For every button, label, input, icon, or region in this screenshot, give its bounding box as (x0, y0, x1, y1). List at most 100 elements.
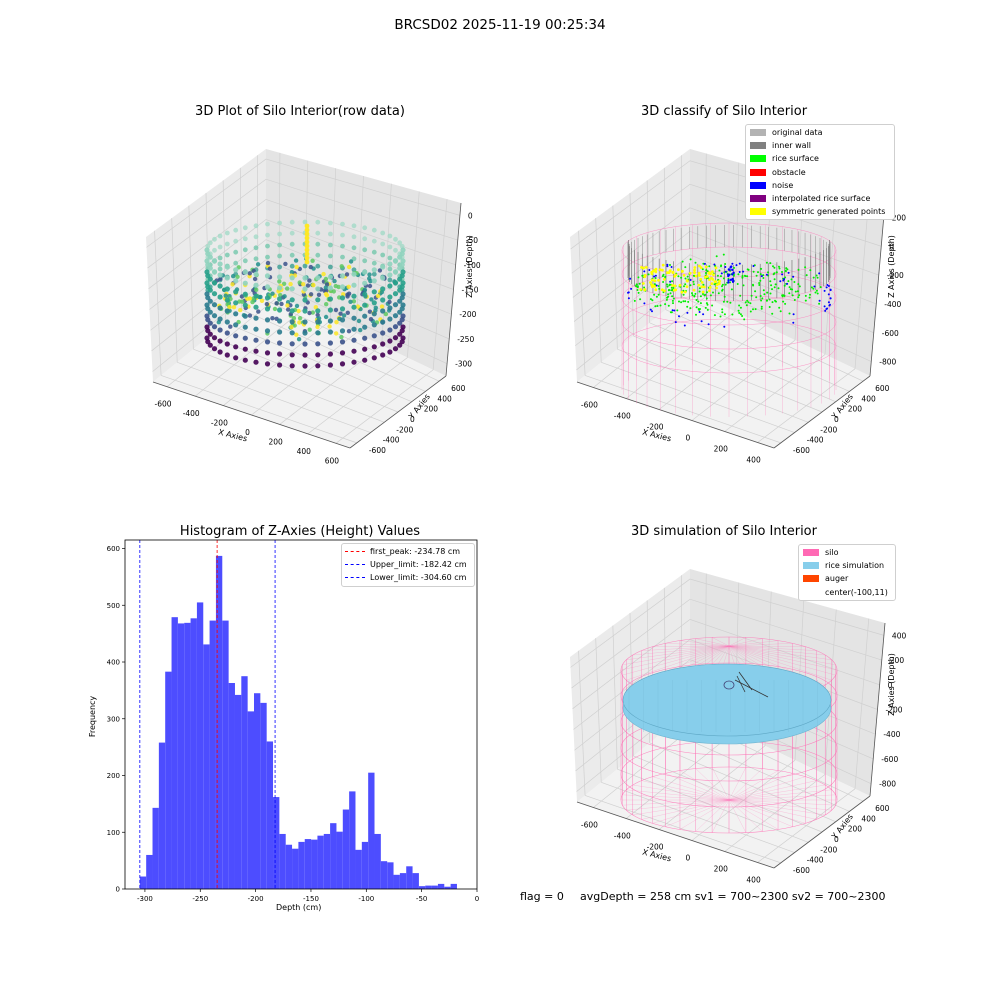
symmetric-point (693, 266, 697, 269)
legend-item: Lower_limit: -304.60 cm (342, 571, 474, 584)
data-point (363, 283, 369, 288)
grid-line (575, 679, 874, 772)
data-point (285, 300, 291, 305)
noise-point (670, 266, 673, 268)
silo-wire (728, 645, 836, 666)
data-point (371, 271, 377, 277)
symmetric-point (683, 290, 687, 294)
grid-line (194, 308, 305, 397)
rice-surface-point (661, 275, 664, 278)
data-point (302, 352, 308, 358)
data-point (379, 290, 384, 295)
z-tick-label: -400 (884, 300, 901, 309)
data-point (313, 305, 318, 310)
data-point (305, 300, 310, 305)
noise-point (828, 304, 831, 307)
silo-wire (632, 784, 730, 801)
data-point (358, 327, 363, 333)
grid-line (193, 348, 385, 423)
data-point (285, 286, 290, 291)
rice-surface-point (762, 277, 765, 279)
rice-surface-point (722, 300, 725, 303)
data-point (289, 230, 295, 236)
symmetric-point (702, 285, 706, 289)
data-point (351, 359, 357, 365)
silo-wire (728, 645, 838, 671)
data-point (307, 278, 312, 283)
data-point (211, 258, 218, 264)
silo-wire (728, 645, 836, 676)
x-axis-line (576, 381, 775, 449)
data-point (362, 335, 368, 341)
legend-swatch (803, 549, 819, 557)
rice-surface-point (712, 291, 714, 294)
data-point (326, 297, 331, 302)
data-point (223, 296, 228, 301)
rice-surface-point (775, 300, 777, 303)
grid-line (432, 199, 448, 370)
data-point (267, 266, 273, 271)
silo-wire (728, 799, 826, 816)
data-point (387, 294, 393, 300)
rice-surface-point (689, 284, 692, 287)
legend-label: original data (772, 128, 823, 138)
legend-item: first_peak: -234.78 cm (342, 545, 474, 558)
data-point (364, 303, 369, 308)
grid-line (724, 774, 826, 852)
data-point (327, 329, 333, 335)
rice-surface-point (643, 274, 646, 277)
y-tick-label: -600 (793, 446, 810, 455)
data-point (277, 253, 282, 259)
silo-wire (620, 645, 730, 671)
data-point (289, 352, 295, 358)
grid-line (571, 598, 882, 689)
data-point (243, 282, 248, 288)
grid-line (593, 296, 706, 388)
rice-surface-point (773, 286, 776, 289)
data-point (205, 276, 211, 282)
data-point (302, 275, 308, 281)
silo-wire (728, 799, 747, 833)
x-tick-label: -100 (358, 895, 374, 903)
legend-swatch (803, 575, 819, 583)
symmetric-point (692, 288, 696, 292)
rice-surface-point (636, 285, 639, 288)
data-point (277, 220, 282, 226)
data-point (383, 311, 389, 317)
grid-line (257, 296, 440, 382)
data-point (362, 269, 368, 275)
rice-surface-point (754, 290, 757, 293)
silo-wire (728, 643, 793, 647)
data-point (207, 284, 213, 290)
data-point (233, 311, 239, 317)
rice-surface-point (698, 308, 701, 311)
silo-wire (728, 789, 832, 801)
histogram-bar (228, 683, 235, 889)
rice-surface-point (809, 269, 812, 272)
rice-simulation (622, 663, 832, 737)
data-point (333, 307, 339, 313)
noise-point (627, 291, 630, 294)
symmetric-point (668, 269, 672, 273)
data-point (225, 310, 230, 315)
data-point (367, 283, 373, 289)
data-point (336, 315, 342, 321)
symmetric-point (666, 271, 669, 275)
histogram-bar (368, 772, 375, 889)
rice-surface-point (720, 265, 722, 268)
data-point (305, 283, 311, 288)
rice-surface-point (668, 283, 671, 286)
symmetric-point (709, 272, 712, 276)
data-point (400, 247, 406, 253)
grid-line (824, 609, 837, 775)
data-point (392, 346, 399, 352)
data-point (339, 284, 346, 290)
rice-surface-point (704, 293, 707, 296)
symmetric-point (643, 288, 647, 291)
symmetric-point (698, 264, 701, 268)
data-point (315, 316, 320, 322)
data-point (340, 232, 345, 238)
symmetric-point (650, 278, 654, 282)
rice-surface-point (695, 313, 697, 316)
data-point (204, 313, 210, 319)
